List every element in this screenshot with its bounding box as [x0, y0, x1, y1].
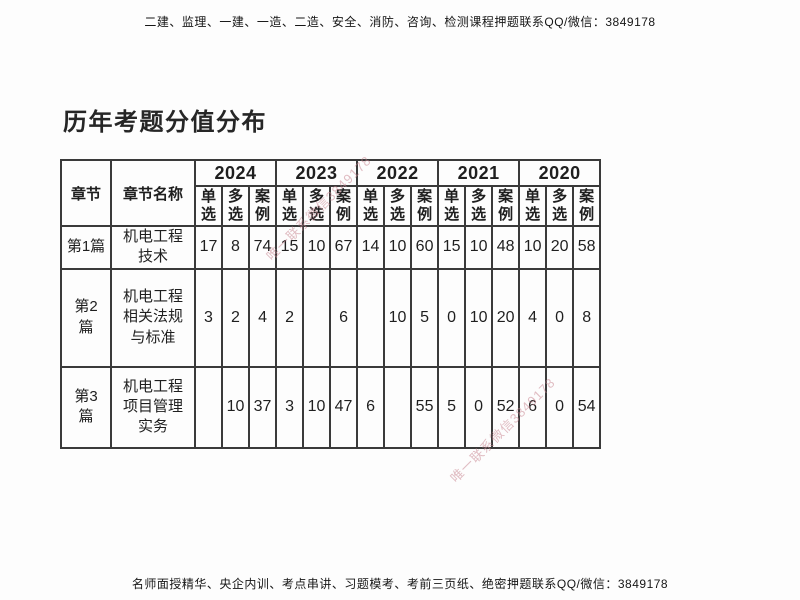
score-cell: 10 [464, 225, 494, 270]
score-cell: 58 [572, 225, 602, 270]
score-cell: 48 [491, 225, 521, 270]
score-cell: 20 [545, 225, 575, 270]
score-cell: 20 [491, 267, 521, 368]
score-cell: 0 [437, 267, 467, 368]
score-cell [356, 267, 386, 368]
score-cell: 55 [410, 365, 440, 449]
chapter-cell: 第2 篇 [60, 267, 112, 368]
score-cell: 5 [437, 365, 467, 449]
score-cell [383, 365, 413, 449]
table-row-years: 章节 章节名称 2024 2023 2022 2021 2020 [60, 159, 602, 227]
subheader-single-choice: 单 选 [194, 185, 223, 227]
header-year-2023: 2023 [275, 159, 359, 187]
header-chapter: 章节 [60, 159, 112, 227]
score-cell: 52 [491, 365, 521, 449]
subheader-single-choice: 单 选 [518, 185, 548, 227]
score-cell: 37 [247, 365, 278, 449]
table-row-part3: 第3 篇 机电工程 项目管理 实务 10 37 3 10 47 6 55 5 0… [60, 365, 602, 449]
score-cell [302, 267, 332, 368]
score-cell: 47 [329, 365, 359, 449]
score-cell: 6 [356, 365, 386, 449]
score-cell: 10 [302, 225, 332, 270]
score-cell: 15 [437, 225, 467, 270]
score-cell: 10 [302, 365, 332, 449]
table-row-part2: 第2 篇 机电工程 相关法规 与标准 3 2 4 2 6 10 5 0 10 2… [60, 267, 602, 368]
table-row-part1: 第1篇 机电工程 技术 17 8 74 15 10 67 14 10 60 15… [60, 225, 602, 270]
score-cell: 3 [194, 267, 223, 368]
chapter-name-cell: 机电工程 相关法规 与标准 [110, 267, 196, 368]
top-banner-text: 二建、监理、一建、一造、二造、安全、消防、咨询、检测课程押题联系QQ/微信：38… [144, 15, 656, 29]
chapter-name-cell: 机电工程 项目管理 实务 [110, 365, 196, 449]
subheader-multi-choice: 多 选 [545, 185, 575, 227]
page-title: 历年考题分值分布 [63, 109, 267, 136]
score-cell: 17 [194, 225, 223, 270]
subheader-case: 案 例 [572, 185, 602, 227]
header-year-2020: 2020 [518, 159, 602, 187]
score-cell: 3 [275, 365, 305, 449]
score-cell: 54 [572, 365, 602, 449]
score-cell: 10 [464, 267, 494, 368]
chapter-name-cell: 机电工程 技术 [110, 225, 196, 270]
score-cell: 0 [545, 365, 575, 449]
subheader-single-choice: 单 选 [356, 185, 386, 227]
score-cell: 6 [518, 365, 548, 449]
score-cell: 8 [221, 225, 250, 270]
table-row-subheaders: 单 选 多 选 案 例 单 选 多 选 案 例 单 选 多 选 案 例 单 选 … [61, 185, 602, 227]
score-cell: 2 [221, 267, 250, 368]
subheader-single-choice: 单 选 [437, 185, 467, 227]
subheader-multi-choice: 多 选 [302, 185, 332, 227]
score-cell: 0 [545, 267, 575, 368]
score-cell: 4 [247, 267, 278, 368]
exam-score-table: 章节 章节名称 2024 2023 2022 2021 2020 单 选 多 选… [60, 159, 602, 449]
subheader-case: 案 例 [329, 185, 359, 227]
subheader-case: 案 例 [410, 185, 440, 227]
header-chapter-name: 章节名称 [110, 159, 196, 227]
score-cell: 67 [329, 225, 359, 270]
score-cell: 2 [275, 267, 305, 368]
score-cell: 14 [356, 225, 386, 270]
score-cell: 10 [518, 225, 548, 270]
chapter-cell: 第1篇 [60, 225, 112, 270]
score-cell [194, 365, 223, 449]
subheader-multi-choice: 多 选 [221, 185, 250, 227]
subheader-case: 案 例 [247, 185, 278, 227]
score-cell: 4 [518, 267, 548, 368]
header-year-2024: 2024 [193, 159, 278, 187]
subheader-single-choice: 单 选 [275, 185, 305, 227]
score-cell: 0 [464, 365, 494, 449]
subheader-multi-choice: 多 选 [383, 185, 413, 227]
subheader-multi-choice: 多 选 [464, 185, 494, 227]
chapter-cell: 第3 篇 [60, 365, 112, 449]
bottom-banner-text: 名师面授精华、央企内训、考点串讲、习题模考、考前三页纸、绝密押题联系QQ/微信：… [131, 577, 669, 591]
score-cell: 10 [383, 267, 413, 368]
header-year-2021: 2021 [437, 159, 521, 187]
subheader-case: 案 例 [491, 185, 521, 227]
score-cell: 15 [275, 225, 305, 270]
score-cell: 5 [410, 267, 440, 368]
header-year-2022: 2022 [356, 159, 440, 187]
score-cell: 74 [247, 225, 278, 270]
score-cell: 10 [221, 365, 250, 449]
score-cell: 6 [329, 267, 359, 368]
score-cell: 10 [383, 225, 413, 270]
score-cell: 60 [410, 225, 440, 270]
score-cell: 8 [572, 267, 602, 368]
